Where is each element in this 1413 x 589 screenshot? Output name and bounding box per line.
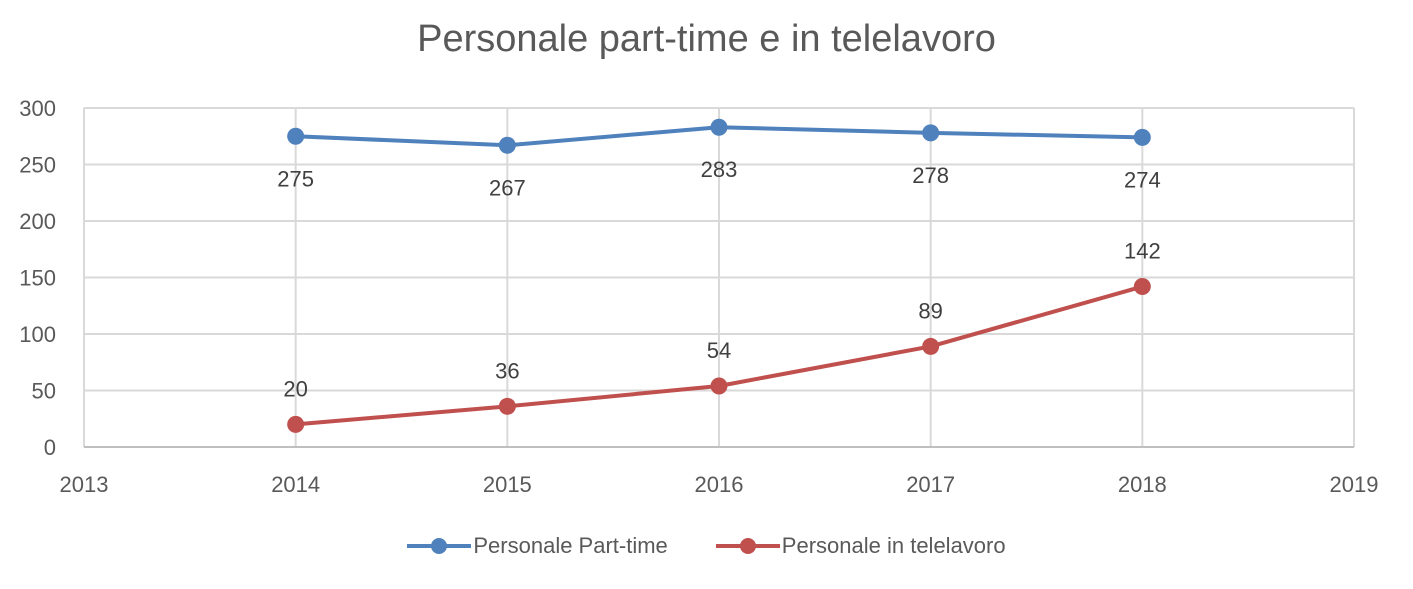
data-label: 275	[277, 166, 314, 191]
legend-marker-red-icon	[715, 538, 780, 554]
x-tick-label: 2019	[1330, 472, 1379, 497]
y-tick-label: 50	[32, 379, 56, 404]
legend-item-telelavoro: Personale in telelavoro	[715, 533, 1006, 559]
data-point-marker	[1133, 128, 1151, 146]
y-tick-label: 100	[19, 322, 56, 347]
data-point-marker	[710, 118, 728, 136]
y-tick-label: 300	[19, 96, 56, 121]
x-tick-label: 2015	[483, 472, 532, 497]
data-label: 54	[707, 338, 731, 363]
data-point-marker	[287, 127, 305, 145]
legend: Personale Part-time Personale in telelav…	[0, 533, 1413, 559]
data-label: 142	[1124, 239, 1161, 264]
data-point-marker	[287, 415, 305, 433]
legend-marker-blue-icon	[407, 538, 472, 554]
x-tick-label: 2018	[1118, 472, 1167, 497]
chart-title: Personale part-time e in telelavoro	[417, 18, 996, 60]
data-point-marker	[498, 136, 516, 154]
y-tick-label: 250	[19, 153, 56, 178]
data-label: 274	[1124, 167, 1161, 192]
plot-area: 0 50 100 150 200 250 300 2013 2014 2015 2016 2017 20…	[19, 96, 1379, 497]
y-tick-label: 200	[19, 209, 56, 234]
data-label: 20	[283, 376, 307, 401]
data-point-marker	[922, 337, 940, 355]
data-point-marker	[922, 124, 940, 142]
data-label: 278	[912, 163, 949, 188]
data-point-marker	[498, 397, 516, 415]
x-tick-label: 2017	[906, 472, 955, 497]
x-tick-label: 2016	[695, 472, 744, 497]
data-label: 283	[701, 157, 738, 182]
y-tick-label: 0	[44, 435, 56, 460]
legend-item-part-time: Personale Part-time	[407, 533, 668, 559]
data-point-marker	[710, 377, 728, 395]
data-label: 36	[495, 358, 519, 383]
y-tick-label: 150	[19, 266, 56, 291]
data-label: 267	[489, 175, 526, 200]
x-tick-label: 2013	[60, 472, 109, 497]
legend-label: Personale Part-time	[473, 533, 668, 558]
x-tick-label: 2014	[271, 472, 320, 497]
data-label: 89	[918, 298, 942, 323]
data-point-marker	[1133, 278, 1151, 296]
legend-label: Personale in telelavoro	[781, 533, 1006, 558]
